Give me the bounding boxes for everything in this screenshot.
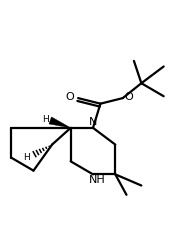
Text: O: O	[65, 92, 74, 102]
Text: H: H	[23, 153, 30, 162]
Polygon shape	[49, 117, 71, 128]
Text: O: O	[124, 92, 133, 102]
Text: N: N	[89, 117, 97, 127]
Text: H: H	[42, 115, 49, 124]
Text: NH: NH	[89, 175, 106, 185]
